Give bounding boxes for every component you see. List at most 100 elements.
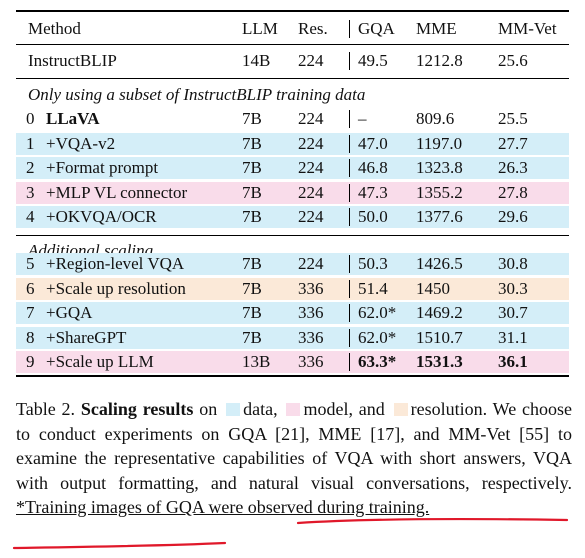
row-index: 0 (26, 109, 35, 128)
row-mme: 1531.3 (416, 352, 463, 371)
caption-body: We choose to conduct experiments on GQA … (16, 399, 573, 493)
row-mmvet: 30.8 (498, 254, 528, 273)
baseline-llm: 14B (242, 51, 271, 70)
row-index: 2 (26, 158, 35, 177)
row-mme: 1510.7 (416, 327, 463, 347)
row-mme: 1355.2 (416, 182, 463, 202)
row-index: 6 (26, 278, 35, 298)
header-res: Res. (298, 19, 328, 38)
row-method: +GQA (46, 303, 93, 322)
baseline-method: InstructBLIP (28, 51, 117, 70)
baseline-row: InstructBLIP 14B 224 49.5 1212.8 25.6 (16, 50, 569, 72)
header-method: Method (28, 19, 81, 38)
row-mmvet: 27.7 (498, 133, 528, 153)
row-llm: 13B (242, 352, 271, 371)
column-divider (349, 183, 350, 202)
row-res: 224 (298, 109, 324, 128)
header-gqa: GQA (358, 19, 395, 38)
row-mme: 1323.8 (416, 158, 463, 177)
caption-note: *Training images of GQA were observed du… (16, 497, 430, 517)
row-mme: 1377.6 (416, 207, 463, 226)
row-res: 224 (298, 133, 324, 153)
section1-title: Only using a subset of InstructBLIP trai… (28, 85, 366, 104)
table-header-row: Method LLM Res. GQA MME MM-Vet (16, 18, 569, 40)
row-gqa: 62.0* (358, 303, 397, 322)
row-res: 336 (298, 327, 324, 347)
row-llm: 7B (242, 327, 262, 347)
row-mmvet: 31.1 (498, 327, 528, 347)
table-row: 9 +Scale up LLM 13B 336 63.3* 1531.3 36.1 (16, 351, 569, 373)
row-res: 224 (298, 182, 324, 202)
row-index: 7 (26, 303, 35, 322)
row-gqa: 47.3 (358, 182, 388, 202)
row-index: 8 (26, 327, 35, 347)
row-mmvet: 27.8 (498, 182, 528, 202)
table-row: 7 +GQA 7B 336 62.0* 1469.2 30.7 (16, 302, 569, 324)
row-mme: 1197.0 (416, 133, 463, 153)
column-divider (349, 20, 350, 38)
row-method: +ShareGPT (46, 327, 127, 347)
table-row: 6 +Scale up resolution 7B 336 51.4 1450 30.3 (16, 277, 569, 300)
row-llm: 7B (242, 207, 262, 226)
row-llm: 7B (242, 133, 262, 153)
column-divider (349, 304, 350, 322)
row-method: +MLP VL connector (46, 182, 188, 202)
row-mmvet: 36.1 (498, 352, 528, 371)
header-mmvet: MM-Vet (498, 19, 557, 38)
table-row: 8 +ShareGPT 7B 336 62.0* 1510.7 31.1 (16, 326, 569, 349)
row-mmvet: 30.3 (498, 278, 528, 298)
header-mme: MME (416, 19, 457, 38)
row-mmvet: 30.7 (498, 303, 528, 322)
baseline-gqa: 49.5 (358, 51, 388, 70)
row-mmvet: 29.6 (498, 207, 528, 226)
row-gqa: 50.0 (358, 207, 388, 226)
row-gqa: – (358, 109, 367, 128)
table-row: 1 +VQA-v2 7B 224 47.0 1197.0 27.7 (16, 132, 569, 155)
caption-res-word: resolution. (410, 399, 488, 419)
row-llm: 7B (242, 303, 262, 322)
row-mme: 1469.2 (416, 303, 463, 322)
row-gqa: 51.4 (358, 278, 388, 298)
table-row: 3 +MLP VL connector 7B 224 47.3 1355.2 27.8 (16, 181, 569, 204)
row-index: 1 (26, 133, 35, 153)
row-llm: 7B (242, 254, 262, 273)
column-divider (349, 328, 350, 347)
row-mme: 1450 (416, 278, 450, 298)
baseline-mme: 1212.8 (416, 51, 463, 70)
table-caption: Table 2. Scaling results on data, model,… (16, 397, 572, 520)
row-index: 9 (26, 352, 35, 371)
caption-on: on (199, 399, 218, 419)
section1-rule (16, 78, 569, 79)
table-row: 5 +Region-level VQA 7B 224 50.3 1426.5 30.8 (16, 253, 569, 275)
row-method: +Scale up LLM (46, 352, 154, 371)
row-llm: 7B (242, 158, 262, 177)
caption-title: Scaling results (80, 399, 194, 419)
header-rule (16, 44, 569, 45)
baseline-mmvet: 25.6 (498, 51, 528, 70)
column-divider (349, 159, 350, 177)
column-divider (349, 110, 350, 128)
column-divider (349, 279, 350, 298)
row-gqa: 46.8 (358, 158, 388, 177)
column-divider (349, 134, 350, 153)
row-index: 3 (26, 182, 35, 202)
row-res: 336 (298, 278, 324, 298)
row-llm: 7B (242, 182, 262, 202)
row-gqa: 50.3 (358, 254, 388, 273)
row-res: 224 (298, 158, 324, 177)
red-underline-stroke-2 (12, 541, 227, 550)
section2-rule (16, 235, 569, 236)
column-divider (349, 208, 350, 226)
table-row: 2 +Format prompt 7B 224 46.8 1323.8 26.3 (16, 157, 569, 179)
column-divider (349, 353, 350, 371)
row-index: 4 (26, 207, 35, 226)
row-res: 336 (298, 303, 324, 322)
baseline-res: 224 (298, 51, 324, 70)
row-mmvet: 25.5 (498, 109, 528, 128)
resolution-color-swatch (393, 403, 408, 416)
row-gqa: 47.0 (358, 133, 388, 153)
table-row: 4 +OKVQA/OCR 7B 224 50.0 1377.6 29.6 (16, 206, 569, 228)
column-divider (349, 255, 350, 273)
header-llm: LLM (242, 19, 278, 38)
column-divider (349, 52, 350, 70)
